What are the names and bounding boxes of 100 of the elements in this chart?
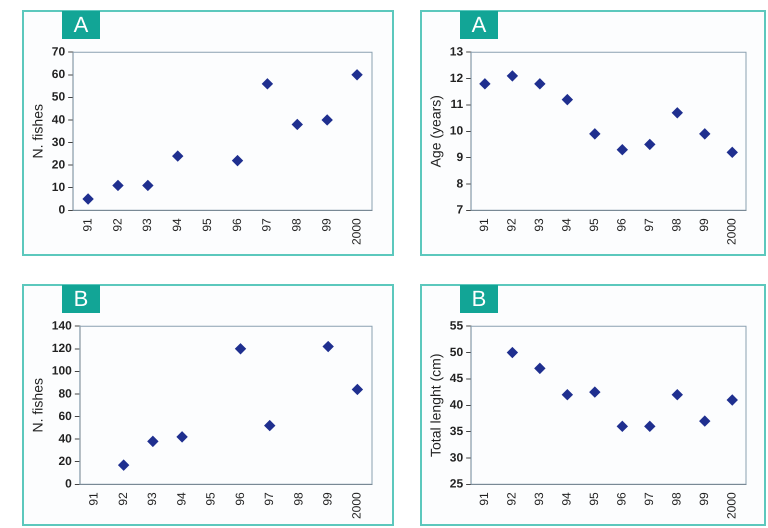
point [616,144,628,156]
x-tick-label: 95 [204,492,218,506]
x-tick-label: 93 [532,492,546,506]
point [262,78,273,90]
y-tick-label: 50 [450,344,464,359]
x-tick-label: 91 [86,492,101,506]
x-tick-label: 97 [642,492,656,506]
x-tick-label: 94 [170,218,184,232]
y-tick-label: 40 [58,431,72,446]
point [699,416,710,427]
x-tick-label: 99 [697,492,712,506]
x-tick-label: 97 [260,218,274,232]
point [172,150,184,162]
y-tick-label: 8 [456,176,464,190]
x-tick-label: 93 [140,218,154,232]
point [562,389,573,400]
y-tick-label: 140 [52,318,72,333]
y-tick-label: 12 [450,70,464,85]
point [506,347,518,358]
y-tick-label: 70 [52,44,66,59]
x-tick-label: 94 [560,218,574,232]
point [118,460,130,471]
point [112,180,124,191]
point [644,420,656,432]
x-tick-label: 97 [642,218,656,232]
point [726,394,738,406]
point [142,180,154,191]
y-axis-title: Age (years) [427,95,444,168]
point [672,107,683,118]
point [616,420,628,432]
chart-title: B [460,285,498,313]
x-tick-label: 92 [504,492,519,506]
point [699,128,710,140]
point [726,146,738,158]
point [322,114,333,126]
point [292,118,303,130]
y-tick-label: 60 [58,408,72,423]
y-axis-title: Total lenght (cm) [427,354,444,457]
y-tick-label: 30 [52,134,66,149]
y-tick-label: 11 [450,97,464,112]
y-tick-label: 7 [456,202,464,217]
point [176,431,188,442]
point [232,155,244,166]
point [534,78,546,90]
point [672,389,683,400]
y-tick-label: 0 [65,476,72,491]
point [352,384,363,395]
x-tick-label: 98 [670,492,684,506]
x-tick-label: 93 [532,218,546,232]
y-tick-label: 100 [52,364,72,378]
y-tick-label: 40 [450,398,464,412]
point [147,436,158,447]
x-tick-label: 91 [477,492,492,506]
x-tick-label: 91 [80,218,94,232]
x-tick-label: 92 [116,492,130,506]
y-axis-title: N. fishes [29,378,46,432]
point [589,128,600,140]
point [264,420,276,432]
point [589,386,600,398]
x-tick-label: 99 [319,218,334,232]
x-tick-label: 2000 [724,492,739,520]
x-tick-label: 98 [290,218,304,232]
x-tick-label: 97 [262,492,276,506]
x-tick-label: 96 [614,218,629,232]
x-tick-label: 96 [232,492,247,506]
x-tick-label: 96 [230,218,244,232]
point [322,341,334,352]
point [534,362,546,374]
y-tick-label: 20 [52,157,66,172]
chart-title: A [62,11,100,39]
y-tick-label: 120 [52,341,72,356]
point [479,78,490,90]
y-tick-label: 25 [450,476,464,491]
point [82,194,94,205]
y-tick-label: 50 [52,90,66,104]
y-tick-label: 80 [58,386,72,400]
x-tick-label: 2000 [349,218,364,246]
x-tick-label: 99 [320,492,334,506]
y-tick-label: 35 [450,424,464,438]
point [562,94,573,106]
y-tick-label: 30 [450,450,464,464]
x-tick-label: 2000 [350,492,364,520]
y-axis-title: N. fishes [29,104,46,158]
point [644,138,656,150]
point [352,69,363,80]
y-tick-label: 10 [52,180,66,194]
chart-title: A [460,11,498,39]
x-tick-label: 98 [291,492,306,506]
x-tick-label: 2000 [724,218,739,246]
x-tick-label: 98 [670,218,684,232]
y-tick-label: 13 [450,44,464,59]
y-tick-label: 10 [450,124,464,138]
x-tick-label: 94 [174,492,188,506]
y-tick-label: 20 [58,454,72,468]
y-tick-label: 0 [58,202,66,217]
point [235,343,246,354]
x-tick-label: 95 [200,218,214,232]
x-tick-label: 93 [145,492,160,506]
y-tick-label: 45 [450,371,464,386]
x-tick-label: 95 [587,218,602,232]
